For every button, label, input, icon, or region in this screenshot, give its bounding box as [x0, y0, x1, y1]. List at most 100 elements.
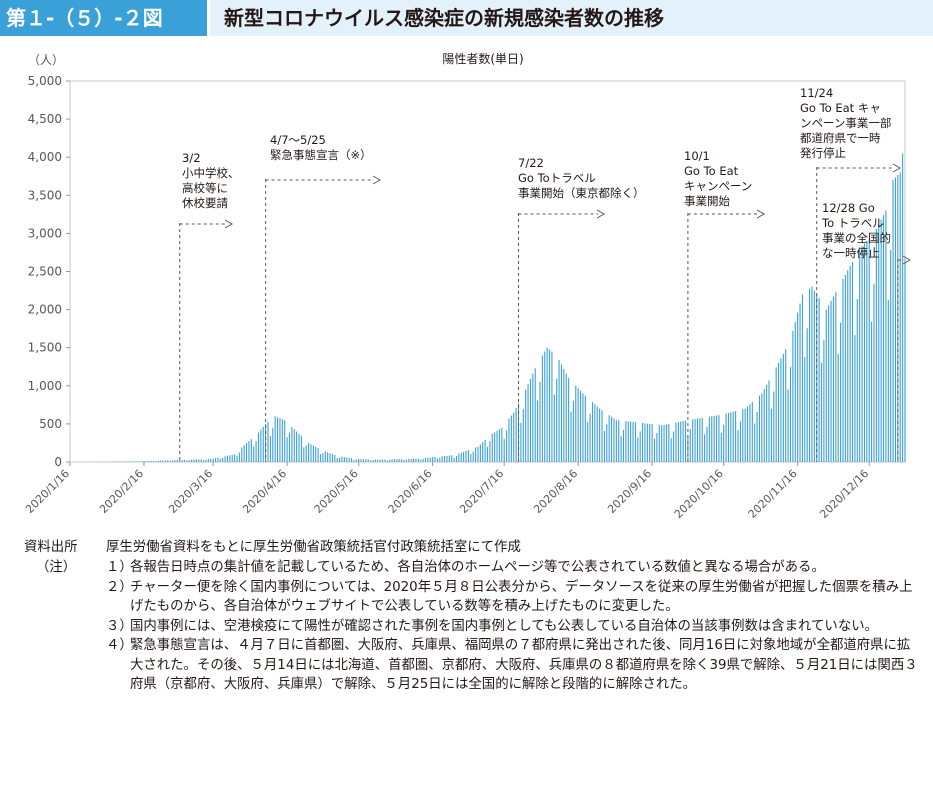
bar: [486, 446, 489, 462]
bar: [441, 456, 443, 462]
annotation-line-text: 7/22: [518, 156, 544, 170]
bar: [894, 177, 897, 462]
bar: [434, 456, 436, 462]
bar: [746, 406, 749, 462]
bar: [708, 416, 710, 462]
bar: [556, 378, 558, 462]
bar: [329, 453, 331, 462]
bar: [331, 454, 333, 462]
bar: [620, 436, 622, 462]
bar: [789, 366, 792, 462]
y-tick-label: 3,000: [28, 226, 62, 240]
bar: [350, 458, 353, 462]
bar: [429, 457, 431, 462]
bar: [799, 303, 801, 462]
bar: [806, 328, 808, 462]
bar: [360, 459, 362, 462]
bar: [281, 419, 283, 462]
bar: [243, 445, 245, 462]
bar: [138, 461, 140, 462]
bar: [253, 446, 255, 462]
bar: [866, 241, 868, 462]
bar: [713, 415, 715, 462]
bar: [608, 415, 610, 462]
bar: [308, 442, 310, 462]
bar: [532, 373, 534, 462]
bar: [649, 423, 651, 462]
bar: [563, 369, 565, 462]
bar: [548, 349, 551, 462]
bar: [599, 408, 601, 462]
bar: [878, 224, 880, 462]
bar: [277, 417, 279, 462]
annotation-label: 12/28 Go To トラベル事業の全国的な一時停止: [821, 201, 891, 260]
bar: [169, 460, 171, 462]
annotation-line-text: 発行停止: [800, 146, 846, 160]
bar: [496, 430, 498, 462]
bar: [830, 300, 832, 462]
bar: [370, 460, 372, 462]
x-tick-label: 2020/5/16: [312, 467, 361, 516]
bar: [847, 270, 849, 462]
bar: [506, 430, 508, 462]
bar: [214, 458, 217, 462]
bar: [897, 174, 899, 463]
bar: [544, 351, 546, 462]
bar: [286, 437, 288, 462]
bar: [859, 248, 861, 462]
y-tick-label: 2,500: [28, 265, 62, 279]
bar: [778, 362, 780, 462]
bar: [653, 438, 656, 462]
bar: [522, 409, 524, 462]
bar: [293, 429, 295, 462]
bar: [637, 437, 639, 462]
bar: [482, 442, 484, 462]
bar: [458, 453, 460, 462]
annotation-label: 11/24 Go To Eat キャンペーン事業一部都道府県で一時発行停止: [800, 86, 891, 160]
x-tick-label: 2020/2/16: [97, 467, 146, 516]
bar: [770, 408, 772, 462]
bar: [155, 461, 157, 462]
bar: [420, 459, 422, 462]
bar: [572, 400, 574, 462]
bar: [362, 459, 364, 462]
figure-title: 新型コロナウイルス感染症の新規感染者数の推移: [210, 0, 933, 36]
bar: [904, 258, 906, 462]
bar: [613, 418, 615, 462]
bar: [279, 418, 281, 462]
note-number: ４）: [106, 638, 133, 653]
annotation-line-text: 高校等に: [182, 181, 228, 195]
bar: [591, 402, 594, 462]
x-tick-label: 2020/10/16: [672, 467, 726, 521]
x-tick-label: 2020/8/16: [531, 467, 580, 516]
annotation-label: 7/22 Go Toトラベル事業開始（東京都除く）: [518, 156, 645, 200]
bar: [172, 460, 174, 462]
bar: [880, 219, 882, 462]
bar: [735, 411, 737, 462]
bar: [241, 447, 243, 462]
bar: [355, 459, 357, 462]
bar: [615, 420, 617, 462]
bar: [692, 419, 694, 462]
y-tick-label: 2,000: [28, 303, 62, 317]
bar: [491, 433, 493, 462]
bar: [288, 432, 291, 462]
bar: [804, 356, 806, 462]
bar: [715, 415, 718, 462]
bar: [785, 349, 787, 462]
bar: [341, 456, 343, 462]
bar: [622, 429, 625, 462]
bar: [520, 422, 522, 462]
annotation-line-text: 事業の全国的: [822, 231, 891, 245]
bar: [699, 418, 701, 462]
bar: [801, 294, 803, 462]
bar: [160, 460, 162, 462]
figure-header: 第１-（５）-２図 新型コロナウイルス感染症の新規感染者数の推移: [0, 0, 933, 36]
bar: [145, 461, 147, 462]
bar: [818, 298, 820, 462]
bar: [851, 261, 854, 462]
bar: [527, 384, 529, 462]
bar: [479, 444, 481, 462]
y-tick-label: 1,500: [28, 341, 62, 355]
bar: [677, 422, 679, 462]
